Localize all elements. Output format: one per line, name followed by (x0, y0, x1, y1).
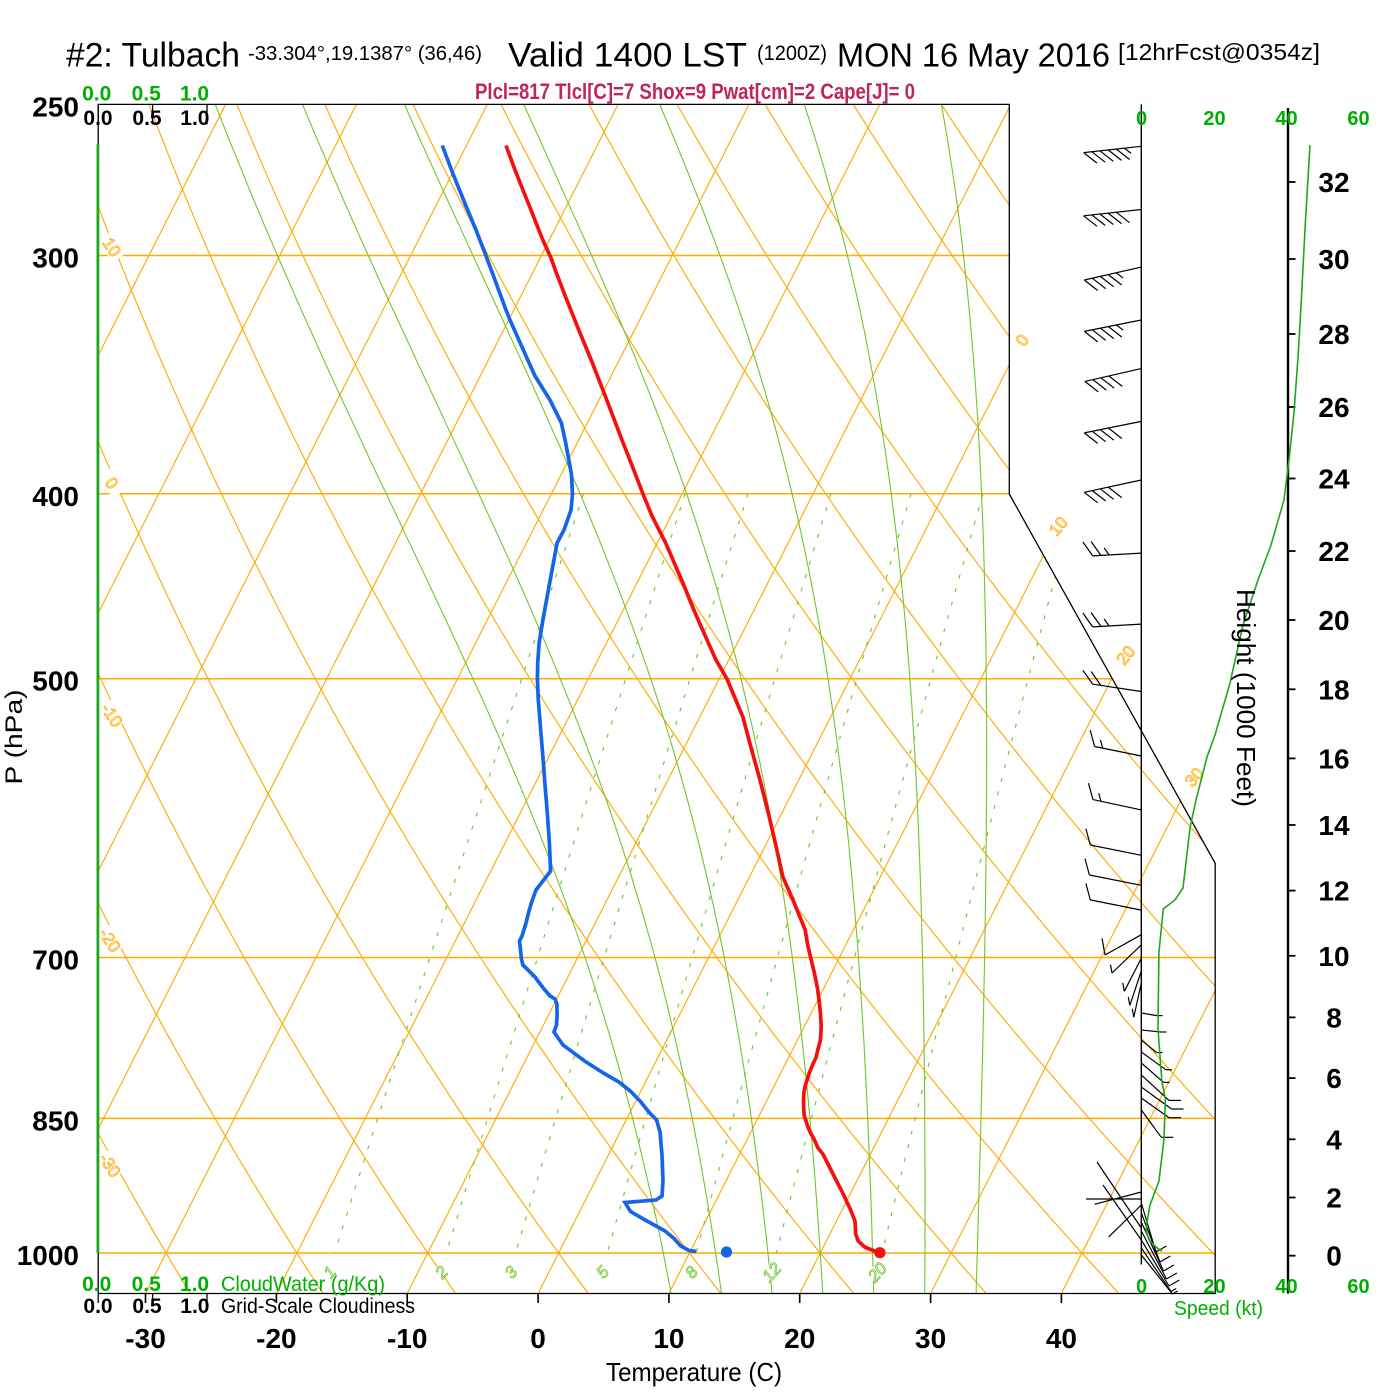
svg-text:22: 22 (1318, 536, 1349, 567)
svg-text:400: 400 (32, 481, 79, 512)
svg-text:0.5: 0.5 (132, 107, 162, 130)
svg-text:Valid 1400 LST: Valid 1400 LST (508, 37, 747, 75)
svg-text:8: 8 (1326, 1002, 1342, 1033)
svg-text:20: 20 (784, 1323, 815, 1354)
svg-text:0.0: 0.0 (83, 1295, 112, 1318)
svg-text:0.5: 0.5 (132, 1273, 162, 1296)
svg-text:2: 2 (1326, 1183, 1342, 1214)
svg-text:700: 700 (32, 945, 79, 976)
svg-text:16: 16 (1318, 743, 1349, 774)
svg-text:20: 20 (1203, 1276, 1225, 1298)
svg-text:1.0: 1.0 (180, 1273, 209, 1296)
svg-text:0: 0 (1326, 1241, 1342, 1272)
svg-text:0: 0 (1136, 1276, 1147, 1298)
svg-text:30: 30 (1318, 244, 1349, 275)
svg-text:20: 20 (1203, 108, 1225, 130)
svg-text:1.0: 1.0 (180, 83, 209, 106)
svg-text:40: 40 (1275, 1276, 1297, 1298)
svg-text:#2: Tulbach: #2: Tulbach (66, 37, 240, 75)
svg-text:P (hPa): P (hPa) (1, 690, 28, 785)
svg-text:24: 24 (1318, 464, 1350, 495)
svg-text:-30: -30 (125, 1323, 165, 1354)
svg-text:0.5: 0.5 (132, 1295, 162, 1318)
svg-text:MON 16 May 2016: MON 16 May 2016 (837, 37, 1110, 74)
svg-text:18: 18 (1318, 674, 1349, 705)
svg-text:500: 500 (32, 666, 79, 697)
svg-text:10: 10 (1318, 941, 1349, 972)
svg-text:4: 4 (1326, 1124, 1342, 1155)
svg-text:0.0: 0.0 (83, 107, 112, 130)
svg-text:250: 250 (32, 91, 79, 122)
svg-text:20: 20 (1318, 605, 1349, 636)
svg-text:0: 0 (530, 1323, 546, 1354)
svg-text:Speed (kt): Speed (kt) (1174, 1298, 1263, 1320)
svg-text:-33.304°,19.1387° (36,46): -33.304°,19.1387° (36,46) (248, 43, 482, 65)
svg-text:CloudWater (g/Kg): CloudWater (g/Kg) (221, 1273, 385, 1296)
svg-text:Grid-Scale Cloudiness: Grid-Scale Cloudiness (221, 1295, 415, 1318)
svg-text:-10: -10 (387, 1323, 427, 1354)
svg-text:(1200Z): (1200Z) (757, 42, 827, 65)
svg-text:[12hrFcst@0354z]: [12hrFcst@0354z] (1118, 39, 1320, 65)
svg-text:40: 40 (1046, 1323, 1077, 1354)
svg-text:60: 60 (1347, 108, 1369, 130)
svg-text:40: 40 (1275, 108, 1297, 130)
svg-text:300: 300 (32, 242, 79, 273)
svg-text:14: 14 (1318, 810, 1350, 841)
svg-text:28: 28 (1318, 319, 1349, 350)
svg-text:6: 6 (1326, 1063, 1342, 1094)
svg-text:1.0: 1.0 (180, 1295, 209, 1318)
svg-text:Height (1000 Feet): Height (1000 Feet) (1231, 589, 1261, 807)
svg-text:1000: 1000 (17, 1240, 79, 1271)
svg-text:-20: -20 (256, 1323, 296, 1354)
svg-text:26: 26 (1318, 392, 1349, 423)
svg-text:60: 60 (1347, 1276, 1369, 1298)
svg-text:0: 0 (1136, 108, 1147, 130)
svg-text:0.0: 0.0 (82, 83, 111, 106)
svg-text:0.0: 0.0 (82, 1273, 111, 1296)
svg-text:12: 12 (1318, 876, 1349, 907)
svg-text:850: 850 (32, 1105, 79, 1136)
svg-text:0.5: 0.5 (132, 83, 162, 106)
svg-text:1.0: 1.0 (180, 107, 209, 130)
svg-text:32: 32 (1318, 167, 1349, 198)
svg-text:10: 10 (653, 1323, 684, 1354)
svg-text:Temperature (C): Temperature (C) (606, 1357, 782, 1387)
svg-text:Plcl=817 Tlcl[C]=7 Shox=9 Pwat: Plcl=817 Tlcl[C]=7 Shox=9 Pwat[cm]=2 Cap… (475, 79, 915, 104)
svg-text:30: 30 (915, 1323, 946, 1354)
